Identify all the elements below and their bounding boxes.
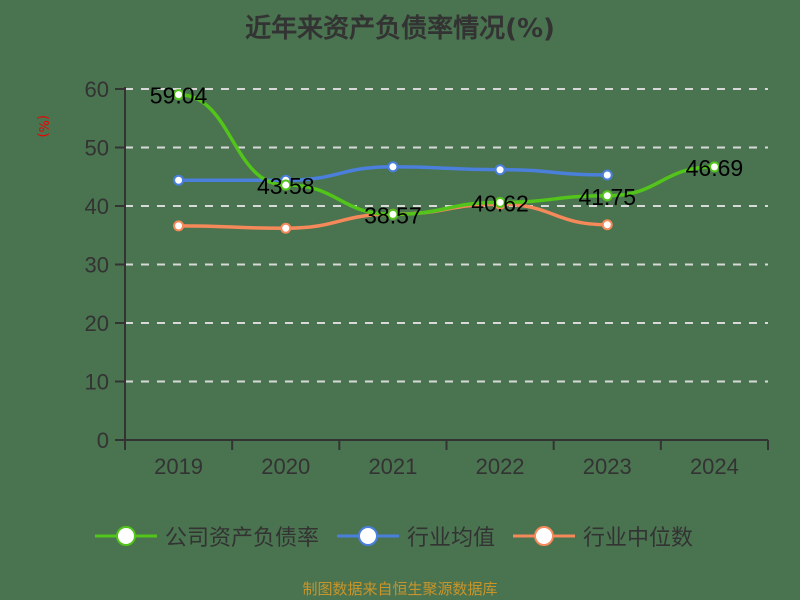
data-point[interactable] xyxy=(280,179,292,191)
legend-item-industry-avg[interactable]: 行业均值 xyxy=(337,520,495,552)
y-tick-label: 50 xyxy=(85,136,109,161)
legend-label: 行业均值 xyxy=(407,526,496,551)
data-point[interactable] xyxy=(280,222,292,234)
y-tick-label: 30 xyxy=(85,253,109,278)
data-label: 43.58 xyxy=(257,173,315,199)
legend-label: 公司资产负债率 xyxy=(165,526,320,551)
data-label: 59.04 xyxy=(150,83,208,109)
data-point[interactable] xyxy=(601,190,613,202)
x-tick-label: 2024 xyxy=(690,454,739,479)
x-tick-label: 2023 xyxy=(583,454,632,479)
chart-title: 近年来资产负债率情况(%) xyxy=(245,14,555,44)
data-point[interactable] xyxy=(494,164,506,176)
y-tick-label: 0 xyxy=(97,428,109,453)
data-point[interactable] xyxy=(173,220,185,232)
data-point[interactable] xyxy=(173,174,185,186)
data-point[interactable] xyxy=(708,161,720,173)
source-footer: 制图数据来自恒生聚源数据库 xyxy=(302,580,498,598)
x-tick-label: 2019 xyxy=(154,454,203,479)
legend-item-company[interactable]: 公司资产负债率 xyxy=(95,520,319,552)
data-point[interactable] xyxy=(387,161,399,173)
legend-marker-green-icon xyxy=(95,526,157,546)
data-label: 41.75 xyxy=(578,184,636,210)
x-tick-label: 2022 xyxy=(476,454,525,479)
x-tick-label: 2020 xyxy=(261,454,310,479)
x-tick-label: 2021 xyxy=(368,454,417,479)
y-tick-label: 10 xyxy=(85,370,109,395)
data-label: 40.62 xyxy=(471,190,529,216)
data-point[interactable] xyxy=(601,169,613,181)
legend-label: 行业中位数 xyxy=(583,526,694,551)
series-line xyxy=(178,92,715,217)
data-point[interactable] xyxy=(494,196,506,208)
legend-marker-orange-icon xyxy=(513,526,576,546)
data-point[interactable] xyxy=(601,219,613,231)
legend: 公司资产负债率 行业均值 行业中位数 xyxy=(95,520,693,552)
data-label: 46.69 xyxy=(686,155,744,181)
data-point[interactable] xyxy=(387,208,399,220)
y-tick-label: 60 xyxy=(85,77,109,102)
data-point[interactable] xyxy=(173,89,185,101)
legend-marker-blue-icon xyxy=(337,526,400,546)
data-label: 38.57 xyxy=(364,202,422,228)
y-tick-label: 20 xyxy=(85,311,109,336)
y-tick-label: 40 xyxy=(85,194,109,219)
legend-item-industry-median[interactable]: 行业中位数 xyxy=(513,520,693,552)
